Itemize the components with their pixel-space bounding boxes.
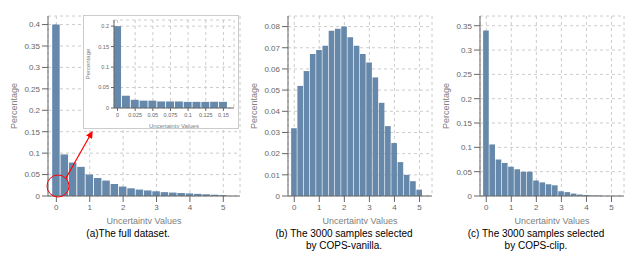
svg-text:0.03: 0.03 xyxy=(264,128,280,137)
svg-text:0: 0 xyxy=(276,192,281,201)
svg-text:0.01: 0.01 xyxy=(264,171,280,180)
svg-text:Percentage: Percentage xyxy=(249,83,259,129)
svg-text:0.125: 0.125 xyxy=(199,112,213,118)
svg-text:0.1: 0.1 xyxy=(29,149,41,158)
svg-text:4: 4 xyxy=(584,203,589,212)
svg-text:0.15: 0.15 xyxy=(98,44,109,50)
svg-text:0.05: 0.05 xyxy=(264,86,280,95)
svg-text:0.075: 0.075 xyxy=(164,112,178,118)
svg-text:0.07: 0.07 xyxy=(264,44,280,53)
svg-text:2: 2 xyxy=(534,203,539,212)
svg-text:1: 1 xyxy=(88,203,93,212)
svg-text:0: 0 xyxy=(106,105,109,111)
svg-text:0.025: 0.025 xyxy=(128,112,142,118)
svg-text:0.4: 0.4 xyxy=(29,20,41,29)
svg-text:0.04: 0.04 xyxy=(264,107,280,116)
svg-text:0.3: 0.3 xyxy=(461,46,473,55)
svg-text:3: 3 xyxy=(559,203,564,212)
svg-text:0.15: 0.15 xyxy=(456,119,472,128)
svg-text:0.1: 0.1 xyxy=(184,112,192,118)
svg-text:Percentage: Percentage xyxy=(85,48,91,79)
svg-text:Percentage: Percentage xyxy=(441,83,451,129)
svg-text:0.25: 0.25 xyxy=(24,85,40,94)
svg-text:0.2: 0.2 xyxy=(101,23,109,29)
svg-text:0: 0 xyxy=(484,203,489,212)
svg-text:3: 3 xyxy=(154,203,159,212)
svg-text:0.1: 0.1 xyxy=(101,64,109,70)
svg-text:0.1: 0.1 xyxy=(461,143,473,152)
svg-text:Uncertainty Values: Uncertainty Values xyxy=(149,123,199,128)
svg-text:Uncertainty Values: Uncertainty Values xyxy=(323,216,398,224)
svg-text:0: 0 xyxy=(292,203,297,212)
svg-text:0.25: 0.25 xyxy=(456,70,472,79)
svg-text:0.05: 0.05 xyxy=(147,112,158,118)
svg-text:0.35: 0.35 xyxy=(24,42,40,51)
svg-text:0.02: 0.02 xyxy=(264,149,280,158)
svg-text:1: 1 xyxy=(509,203,514,212)
svg-text:4: 4 xyxy=(392,203,397,212)
svg-text:0.05: 0.05 xyxy=(24,170,40,179)
svg-text:1: 1 xyxy=(317,203,322,212)
svg-text:0: 0 xyxy=(36,192,41,201)
svg-text:4: 4 xyxy=(188,203,193,212)
svg-text:0.05: 0.05 xyxy=(98,84,109,90)
svg-text:5: 5 xyxy=(221,203,226,212)
svg-text:0.05: 0.05 xyxy=(456,168,472,177)
html-text:(c) The 3000 samples selected: (c) The 3000 samples selected by COPS-cl… xyxy=(467,228,605,251)
html-text:(a)The full dataset.: (a)The full dataset. xyxy=(86,228,170,239)
svg-text:0.08: 0.08 xyxy=(264,22,280,31)
svg-text:0.15: 0.15 xyxy=(218,112,229,118)
svg-text:2: 2 xyxy=(121,203,126,212)
svg-text:3: 3 xyxy=(367,203,372,212)
svg-text:0.2: 0.2 xyxy=(461,95,473,104)
svg-text:5: 5 xyxy=(609,203,614,212)
svg-text:Uncertainty Values: Uncertainty Values xyxy=(107,216,182,224)
svg-text:0.35: 0.35 xyxy=(456,22,472,31)
svg-text:0.2: 0.2 xyxy=(29,106,41,115)
svg-text:2: 2 xyxy=(342,203,347,212)
svg-text:Percentage: Percentage xyxy=(9,83,19,129)
svg-text:0: 0 xyxy=(116,112,119,118)
svg-text:0.06: 0.06 xyxy=(264,65,280,74)
svg-text:0.3: 0.3 xyxy=(29,63,41,72)
svg-text:0: 0 xyxy=(54,203,59,212)
svg-text:5: 5 xyxy=(417,203,422,212)
svg-text:0: 0 xyxy=(468,192,473,201)
html-text:(b) The 3000 samples selected: (b) The 3000 samples selected by COPS-va… xyxy=(275,228,413,251)
svg-text:Uncertainty Values: Uncertainty Values xyxy=(515,216,590,224)
svg-text:0.15: 0.15 xyxy=(24,128,40,137)
